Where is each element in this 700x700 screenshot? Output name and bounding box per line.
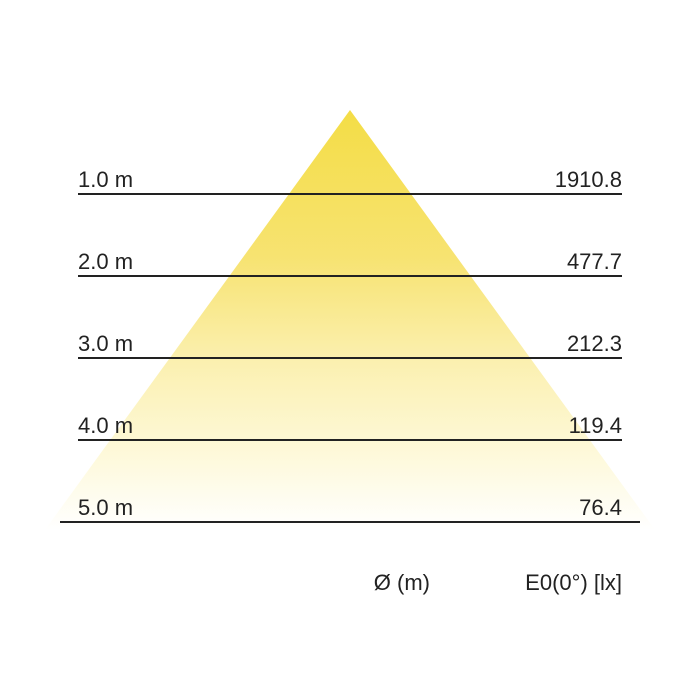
distance-row: 2.0 m 477.7 [0, 249, 700, 277]
distance-label: 4.0 m [78, 413, 133, 439]
row-line [78, 439, 622, 441]
row-line [60, 521, 640, 523]
lux-value: 1910.8 [555, 167, 622, 193]
distance-label: 1.0 m [78, 167, 133, 193]
row-line [78, 275, 622, 277]
distance-label: 3.0 m [78, 331, 133, 357]
lux-value: 212.3 [567, 331, 622, 357]
distance-label: 2.0 m [78, 249, 133, 275]
lux-value: 119.4 [569, 413, 622, 439]
distance-label: 5.0 m [78, 495, 133, 521]
light-cone-diagram: 1.0 m 1910.8 2.0 m 477.7 3.0 m 212.3 4.0 m 119.… [0, 0, 700, 700]
distance-row: 4.0 m 119.4 [0, 413, 700, 441]
distance-row: 1.0 m 1910.8 [0, 167, 700, 195]
axis-illuminance-label: E0(0°) [lx] [525, 570, 622, 596]
distance-row: 5.0 m 76.4 [0, 495, 700, 523]
row-line [78, 357, 622, 359]
lux-value: 477.7 [567, 249, 622, 275]
lux-value: 76.4 [579, 495, 622, 521]
row-line [78, 193, 622, 195]
distance-row: 3.0 m 212.3 [0, 331, 700, 359]
axis-diameter-label: Ø (m) [374, 570, 430, 596]
